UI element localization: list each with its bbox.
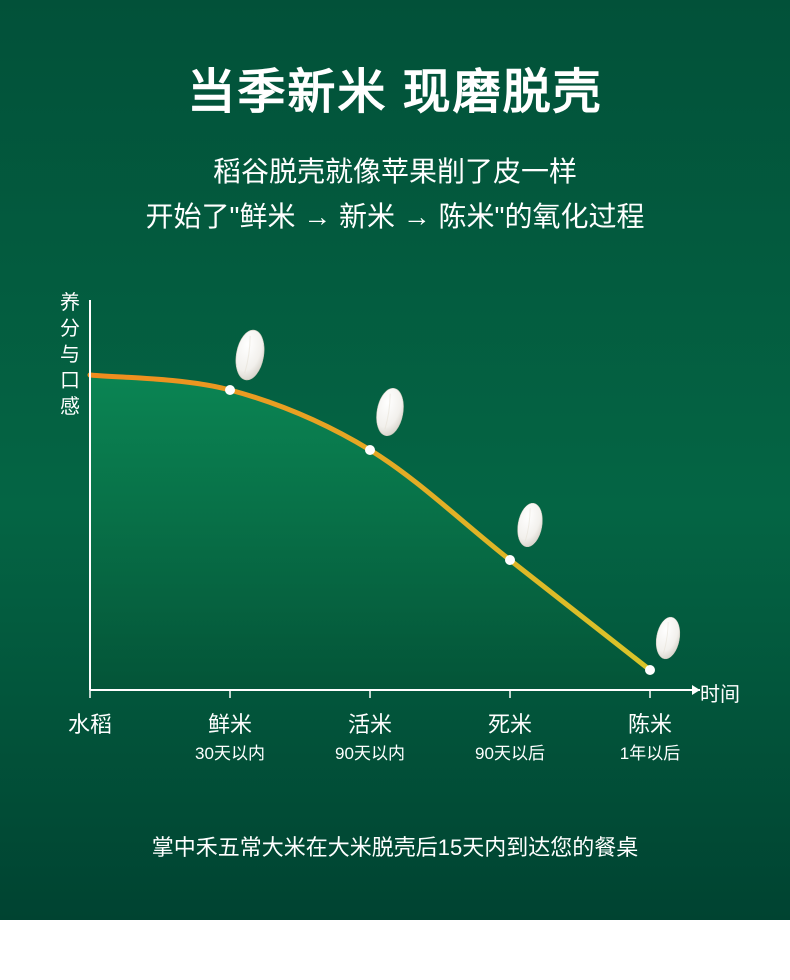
infographic-panel: 当季新米 现磨脱壳 稻谷脱壳就像苹果削了皮一样 开始了"鲜米 → 新米 → 陈米… bbox=[0, 0, 790, 920]
main-title: 当季新米 现磨脱壳 bbox=[0, 0, 790, 122]
x-tick: 活米90天以内 bbox=[310, 708, 430, 767]
x-tick: 水稻 bbox=[30, 708, 150, 767]
subtitle: 稻谷脱壳就像苹果削了皮一样 开始了"鲜米 → 新米 → 陈米"的氧化过程 bbox=[0, 150, 790, 240]
subtitle-line-1: 稻谷脱壳就像苹果削了皮一样 bbox=[0, 150, 790, 195]
x-tick: 死米90天以后 bbox=[450, 708, 570, 767]
footer-note: 掌中禾五常大米在大米脱壳后15天内到达您的餐桌 bbox=[0, 830, 790, 862]
x-axis-label: 时间 bbox=[700, 678, 740, 707]
x-axis-ticks: 水稻鲜米30天以内活米90天以内死米90天以后陈米1年以后 bbox=[30, 708, 710, 767]
bottom-white-strip bbox=[0, 920, 790, 980]
chart-area bbox=[60, 300, 740, 730]
x-tick: 鲜米30天以内 bbox=[170, 708, 290, 767]
subtitle-line-2: 开始了"鲜米 → 新米 → 陈米"的氧化过程 bbox=[0, 195, 790, 240]
x-tick: 陈米1年以后 bbox=[590, 708, 710, 767]
chart-svg bbox=[60, 300, 740, 730]
